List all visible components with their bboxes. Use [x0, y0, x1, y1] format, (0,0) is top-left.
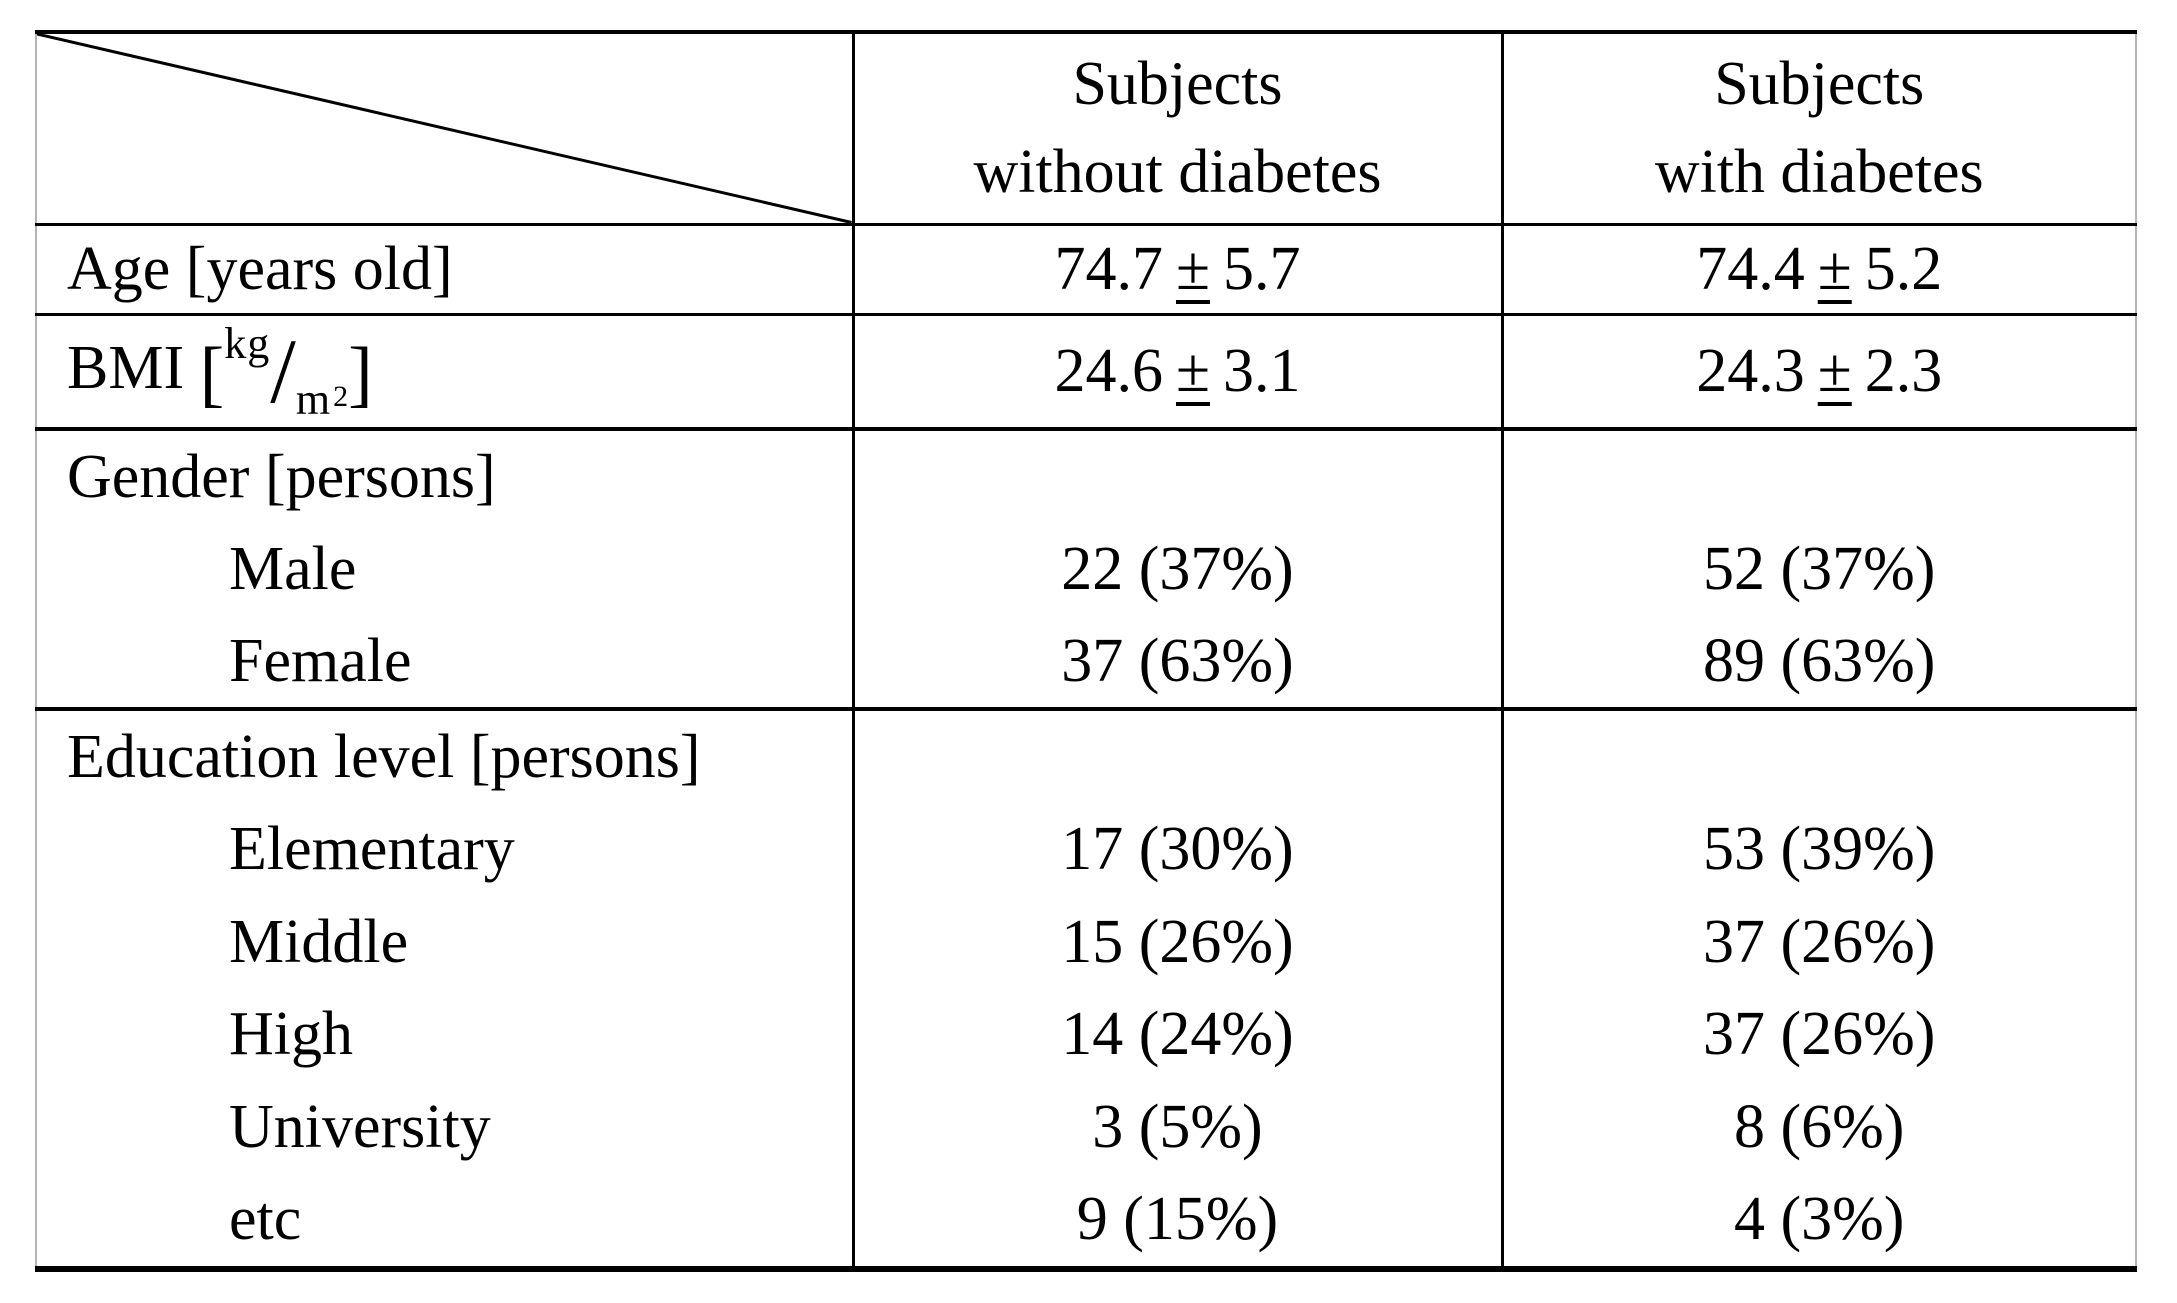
gender-female-label: Female [229, 626, 412, 695]
bmi-unit-exponent: 2 [333, 379, 349, 413]
bmi-unit-denominator-base: m [295, 374, 331, 424]
education-middle-value-with: 37 (26%) [1703, 907, 1936, 976]
gender-values-without: 22 (37%) 37 (63%) [853, 429, 1504, 711]
bmi-value-without: 24.6 ±3.1 [853, 314, 1504, 431]
education-university-value-without: 3 (5%) [1092, 1092, 1263, 1161]
education-values-without: 17 (30%) 15 (26%) 14 (24%) 3 (5%) 9 (15%… [853, 709, 1504, 1269]
column-header-line2: with diabetes [1654, 138, 1984, 207]
bmi-row-label: BMI [kg/m 2] [36, 314, 855, 431]
mean-value: 74.7 [1054, 234, 1163, 303]
gender-male-value-without: 22 (37%) [1061, 534, 1294, 603]
age-row-label: Age [years old] [36, 224, 855, 316]
sd-value: 3.1 [1223, 336, 1301, 405]
sd-value: 5.7 [1223, 234, 1301, 303]
bmi-unit-slash: / [270, 319, 296, 422]
gender-female-value-with: 89 (63%) [1703, 626, 1936, 695]
gender-male-value-with: 52 (37%) [1703, 534, 1936, 603]
education-high-value-without: 14 (24%) [1061, 1000, 1294, 1069]
plus-minus-sign: ± [1175, 336, 1211, 405]
education-high-label: High [229, 1000, 353, 1069]
age-value-without: 74.7 ±5.7 [853, 224, 1504, 316]
gender-female-value-without: 37 (63%) [1061, 626, 1294, 695]
education-elementary-label: Elementary [229, 815, 515, 884]
bmi-row: BMI [kg/m 2] 24.6 ±3.1 24.3 ±2.3 [36, 314, 2136, 431]
plus-minus-sign: ± [1817, 234, 1852, 303]
education-elementary-value-without: 17 (30%) [1061, 815, 1294, 884]
education-label-cell: Education level [persons] Elementary Mid… [36, 709, 855, 1269]
spacer-line [855, 711, 1501, 804]
gender-section-title: Gender [persons] [67, 442, 496, 511]
bmi-unit-numerator: kg [224, 318, 271, 368]
gender-section-row: Gender [persons] Male Female 22 (37%) 37… [36, 429, 2136, 711]
gender-male-label: Male [229, 534, 357, 603]
bmi-label-prefix: BMI [67, 333, 200, 402]
education-etc-value-without: 9 (15%) [1076, 1185, 1279, 1254]
plus-minus-sign: ± [1817, 336, 1852, 405]
column-header-with-diabetes: Subjects with diabetes [1502, 32, 2136, 226]
education-elementary-value-with: 53 (39%) [1703, 815, 1936, 884]
spacer-line [855, 431, 1501, 523]
header-row: Subjects without diabetes Subjects with … [36, 32, 2136, 226]
bmi-bracket-open: [ [199, 332, 225, 415]
education-section-title: Education level [persons] [67, 722, 701, 791]
mean-value: 24.3 [1696, 336, 1805, 405]
column-header-line2: without diabetes [973, 138, 1382, 207]
sd-value: 5.2 [1864, 234, 1943, 303]
age-value-with: 74.4 ±5.2 [1502, 224, 2136, 316]
education-university-label: University [229, 1092, 491, 1161]
spacer-line [1504, 431, 2136, 523]
diagonal-divider-line [37, 34, 852, 223]
bmi-bracket-close: ] [348, 332, 373, 415]
education-etc-value-with: 4 (3%) [1734, 1185, 1905, 1254]
education-middle-label: Middle [229, 907, 409, 976]
gender-label-cell: Gender [persons] Male Female [36, 429, 855, 711]
education-middle-value-without: 15 (26%) [1061, 907, 1294, 976]
mean-value: 24.6 [1054, 336, 1163, 405]
age-row: Age [years old] 74.7 ±5.7 74.4 ±5.2 [36, 224, 2136, 316]
education-section-row: Education level [persons] Elementary Mid… [36, 709, 2136, 1269]
bmi-value-with: 24.3 ±2.3 [1502, 314, 2136, 431]
plus-minus-sign: ± [1175, 234, 1211, 303]
education-values-with: 53 (39%) 37 (26%) 37 (26%) 8 (6%) 4 (3%) [1502, 709, 2136, 1269]
education-high-value-with: 37 (26%) [1703, 1000, 1936, 1069]
sd-value: 2.3 [1864, 336, 1943, 405]
column-header-without-diabetes: Subjects without diabetes [853, 32, 1504, 226]
diagonal-header-cell [36, 32, 855, 226]
mean-value: 74.4 [1696, 234, 1805, 303]
column-header-line1: Subjects [1714, 50, 1925, 119]
demographics-table: Subjects without diabetes Subjects with … [35, 30, 2137, 1272]
education-university-value-with: 8 (6%) [1734, 1092, 1905, 1161]
education-etc-label: etc [229, 1185, 302, 1254]
spacer-line [1504, 711, 2136, 804]
column-header-line1: Subjects [1072, 50, 1283, 119]
gender-values-with: 52 (37%) 89 (63%) [1502, 429, 2136, 711]
